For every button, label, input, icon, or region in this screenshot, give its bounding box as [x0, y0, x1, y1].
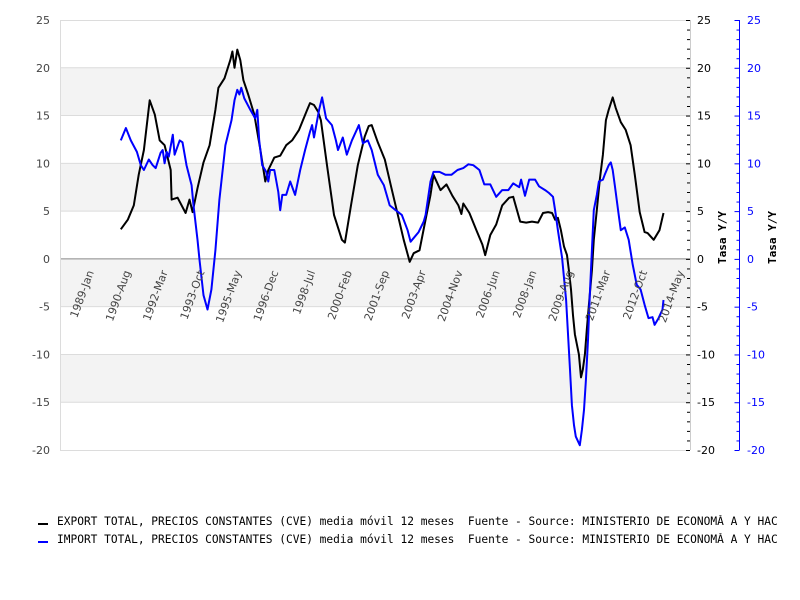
- legend-text-export: EXPORT TOTAL, PRECIOS CONSTANTES (CVE) m…: [57, 515, 778, 528]
- legend-source-export: Fuente - Source: MINISTERIO DE ECONOMĂ A…: [467, 515, 778, 528]
- y-tick-label-right2: -5: [747, 301, 758, 314]
- legend-item-import: IMPORT TOTAL, PRECIOS CONSTANTES (CVE) m…: [0, 533, 800, 549]
- legend-text-import: IMPORT TOTAL, PRECIOS CONSTANTES (CVE) m…: [57, 533, 778, 546]
- y-tick-label-right: 0: [697, 253, 704, 266]
- series-line-import: [119, 86, 665, 447]
- right2-axis-title: Tasa Y/Y: [766, 211, 779, 264]
- y-tick-label-right2: -10: [747, 348, 765, 361]
- y-tick-label-left: 20: [36, 62, 50, 75]
- gridlines: [60, 67, 690, 403]
- y-tick-label-left: -10: [32, 348, 50, 361]
- y-tick-label-left: 25: [36, 14, 50, 27]
- y-tick-label-right: -20: [697, 444, 715, 457]
- grid-band: [60, 67, 690, 116]
- y-tick-label-left: -15: [32, 396, 50, 409]
- legend-swatch-import: [38, 541, 48, 543]
- y-tick-label-left: 5: [43, 205, 50, 218]
- y-tick-label-right: -10: [697, 348, 715, 361]
- right-axis-title: Tasa Y/Y: [716, 211, 729, 264]
- y-tick-label-right2: 20: [747, 62, 761, 75]
- series-lines: [119, 48, 665, 447]
- y-tick-label-right2: -20: [747, 444, 765, 457]
- y-tick-label-right: 15: [697, 110, 711, 123]
- axes: 25 25 25 20 20 20 15 15 15 10 10 10 5 5 5 0 0 0 -5 -5 -5 -10 -…: [32, 14, 765, 457]
- y-tick-label-right2: 10: [747, 157, 761, 170]
- legend-swatch-export: [38, 523, 48, 525]
- y-tick-label-right2: -15: [747, 396, 765, 409]
- y-tick-label-right: 5: [697, 205, 704, 218]
- y-tick-label-left: 10: [36, 157, 50, 170]
- legend-item-export: EXPORT TOTAL, PRECIOS CONSTANTES (CVE) m…: [0, 515, 800, 531]
- y-tick-label-right: 10: [697, 157, 711, 170]
- series-line-export: [119, 48, 665, 379]
- legend-label-export: EXPORT TOTAL, PRECIOS CONSTANTES (CVE) m…: [57, 515, 455, 528]
- y-tick-label-left: 0: [43, 253, 50, 266]
- y-tick-label-right: -15: [697, 396, 715, 409]
- grid-bands: [60, 67, 690, 403]
- y-tick-label-left: -5: [39, 301, 50, 314]
- legend-source-import: Fuente - Source: MINISTERIO DE ECONOMĂ A…: [467, 533, 778, 546]
- legend-label-import: IMPORT TOTAL, PRECIOS CONSTANTES (CVE) m…: [57, 533, 455, 546]
- y-tick-label-right: 25: [697, 14, 711, 27]
- grid-band: [60, 163, 690, 212]
- y-tick-label-right2: 0: [747, 253, 754, 266]
- y-tick-label-right2: 5: [747, 205, 754, 218]
- y-tick-label-left: -20: [32, 444, 50, 457]
- y-tick-label-right: 20: [697, 62, 711, 75]
- y-tick-label-right2: 15: [747, 110, 761, 123]
- y-tick-label-right2: 25: [747, 14, 761, 27]
- y-tick-label-left: 15: [36, 110, 50, 123]
- y-tick-label-right: -5: [697, 301, 708, 314]
- grid-band: [60, 354, 690, 403]
- grid-band: [60, 258, 690, 307]
